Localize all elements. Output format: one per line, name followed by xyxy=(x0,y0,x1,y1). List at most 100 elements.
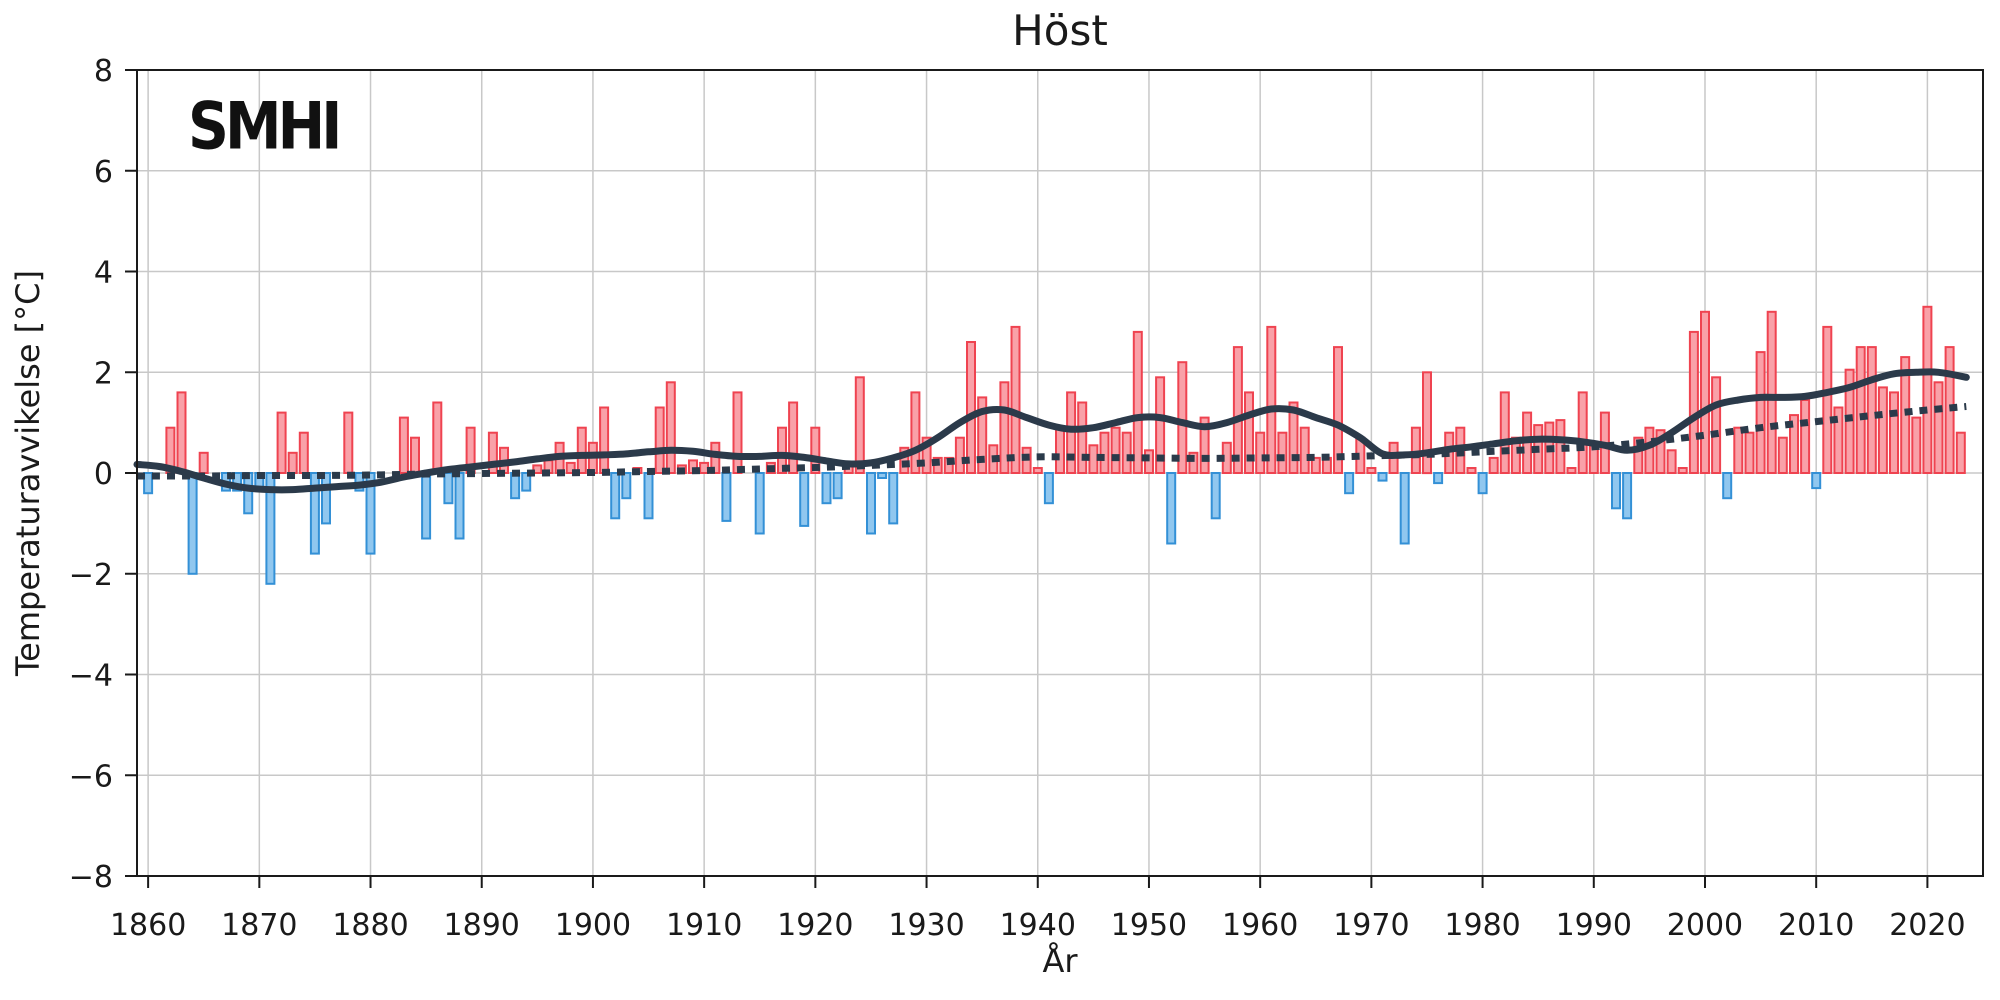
x-tick-label: 1880 xyxy=(332,908,408,943)
bar-1926 xyxy=(877,472,888,479)
bar-1868 xyxy=(232,472,243,492)
chart-title: Höst xyxy=(1012,6,1108,55)
anomaly-bars xyxy=(143,305,1966,585)
bar-1933 xyxy=(954,436,965,475)
bar-1907 xyxy=(665,381,676,474)
y-tick-label: 6 xyxy=(94,155,113,190)
bar-1888 xyxy=(454,472,465,540)
smhi-logo: SMHI xyxy=(188,88,342,165)
x-tick-label: 1950 xyxy=(1111,908,1187,943)
bar-1937 xyxy=(999,381,1010,474)
bar-2004 xyxy=(1744,431,1755,475)
bar-1905 xyxy=(643,472,654,520)
bar-1929 xyxy=(910,391,921,474)
bar-1935 xyxy=(977,396,988,474)
y-tick-label: −6 xyxy=(69,759,113,794)
bar-2014 xyxy=(1855,346,1866,475)
bar-1964 xyxy=(1299,426,1310,475)
x-axis-label: År xyxy=(1042,942,1078,980)
y-tick-label: 2 xyxy=(94,356,113,391)
bar-1958 xyxy=(1232,346,1243,475)
x-tick-label: 1970 xyxy=(1333,908,1409,943)
bar-1891 xyxy=(487,431,498,475)
bar-1860 xyxy=(143,472,154,495)
bar-1863 xyxy=(176,391,187,474)
y-tick-label: −4 xyxy=(69,659,113,694)
bar-1906 xyxy=(654,406,665,474)
bar-1934 xyxy=(966,341,976,474)
x-tick-label: 2010 xyxy=(1778,908,1854,943)
bar-1884 xyxy=(410,436,420,475)
bar-1979 xyxy=(1466,467,1477,474)
bar-1994 xyxy=(1633,436,1644,475)
bar-2009 xyxy=(1800,399,1811,474)
x-tick-label: 1860 xyxy=(110,908,186,943)
bar-1999 xyxy=(1688,330,1699,474)
bar-1998 xyxy=(1677,467,1688,474)
bar-1876 xyxy=(321,472,331,525)
bar-1878 xyxy=(343,411,354,475)
bar-1874 xyxy=(298,431,309,475)
y-tick-label: −8 xyxy=(69,860,113,895)
bar-1965 xyxy=(1310,456,1321,474)
bar-1938 xyxy=(1010,325,1021,474)
x-tick-label: 1990 xyxy=(1556,908,1632,943)
x-tick-label: 1930 xyxy=(888,908,964,943)
x-tick-label: 2000 xyxy=(1667,908,1743,943)
bar-1865 xyxy=(198,451,209,474)
bar-1962 xyxy=(1277,431,1288,475)
bar-1919 xyxy=(799,472,810,527)
bar-1970 xyxy=(1366,467,1377,474)
bar-2006 xyxy=(1766,310,1777,474)
bar-2021 xyxy=(1933,381,1944,474)
bar-2007 xyxy=(1777,436,1788,475)
bar-1913 xyxy=(732,391,743,474)
bar-1975 xyxy=(1422,371,1432,475)
bar-1948 xyxy=(1121,431,1132,475)
x-tick-label: 1940 xyxy=(1000,908,1076,943)
bar-1960 xyxy=(1255,431,1266,475)
bar-1901 xyxy=(599,406,610,474)
bar-1915 xyxy=(754,472,765,535)
x-tick-label: 1870 xyxy=(221,908,297,943)
bar-2003 xyxy=(1733,426,1744,475)
bar-1973 xyxy=(1399,472,1410,545)
axis-tick-labels: 1860 1870 1880 1890 1900 1910 1920 1930 1940 1950… xyxy=(69,54,1966,943)
bar-1941 xyxy=(1043,472,1054,505)
bar-1883 xyxy=(398,416,409,475)
bar-1921 xyxy=(821,472,832,505)
bar-1894 xyxy=(521,472,532,492)
bar-1886 xyxy=(432,401,443,474)
bar-1930 xyxy=(921,436,932,475)
bar-1885 xyxy=(421,472,432,540)
bar-1864 xyxy=(187,472,198,575)
bar-1932 xyxy=(943,456,954,474)
bar-1947 xyxy=(1110,426,1121,475)
bar-2015 xyxy=(1866,346,1877,475)
bar-1927 xyxy=(888,472,899,525)
bar-1917 xyxy=(777,426,787,475)
bar-1963 xyxy=(1288,401,1299,474)
y-axis-label: Temperaturavvikelse [°C] xyxy=(9,270,47,676)
bar-1980 xyxy=(1477,472,1488,495)
bar-1945 xyxy=(1088,444,1099,474)
bar-1944 xyxy=(1077,401,1088,474)
bar-1950 xyxy=(1144,449,1154,474)
bar-2001 xyxy=(1711,376,1722,474)
bar-2008 xyxy=(1789,414,1799,475)
bar-1995 xyxy=(1644,426,1655,475)
bar-1925 xyxy=(866,472,876,535)
bar-1981 xyxy=(1488,456,1499,474)
bar-1873 xyxy=(287,451,298,474)
y-tick-label: −2 xyxy=(69,558,113,593)
bar-2011 xyxy=(1822,325,1833,474)
y-tick-label: 4 xyxy=(94,256,113,291)
bar-1954 xyxy=(1188,451,1199,474)
bar-1956 xyxy=(1210,472,1221,520)
x-tick-label: 1920 xyxy=(777,908,853,943)
bar-2020 xyxy=(1922,305,1933,474)
bar-1918 xyxy=(788,401,799,474)
bar-1912 xyxy=(721,472,732,522)
bar-1902 xyxy=(610,472,621,520)
